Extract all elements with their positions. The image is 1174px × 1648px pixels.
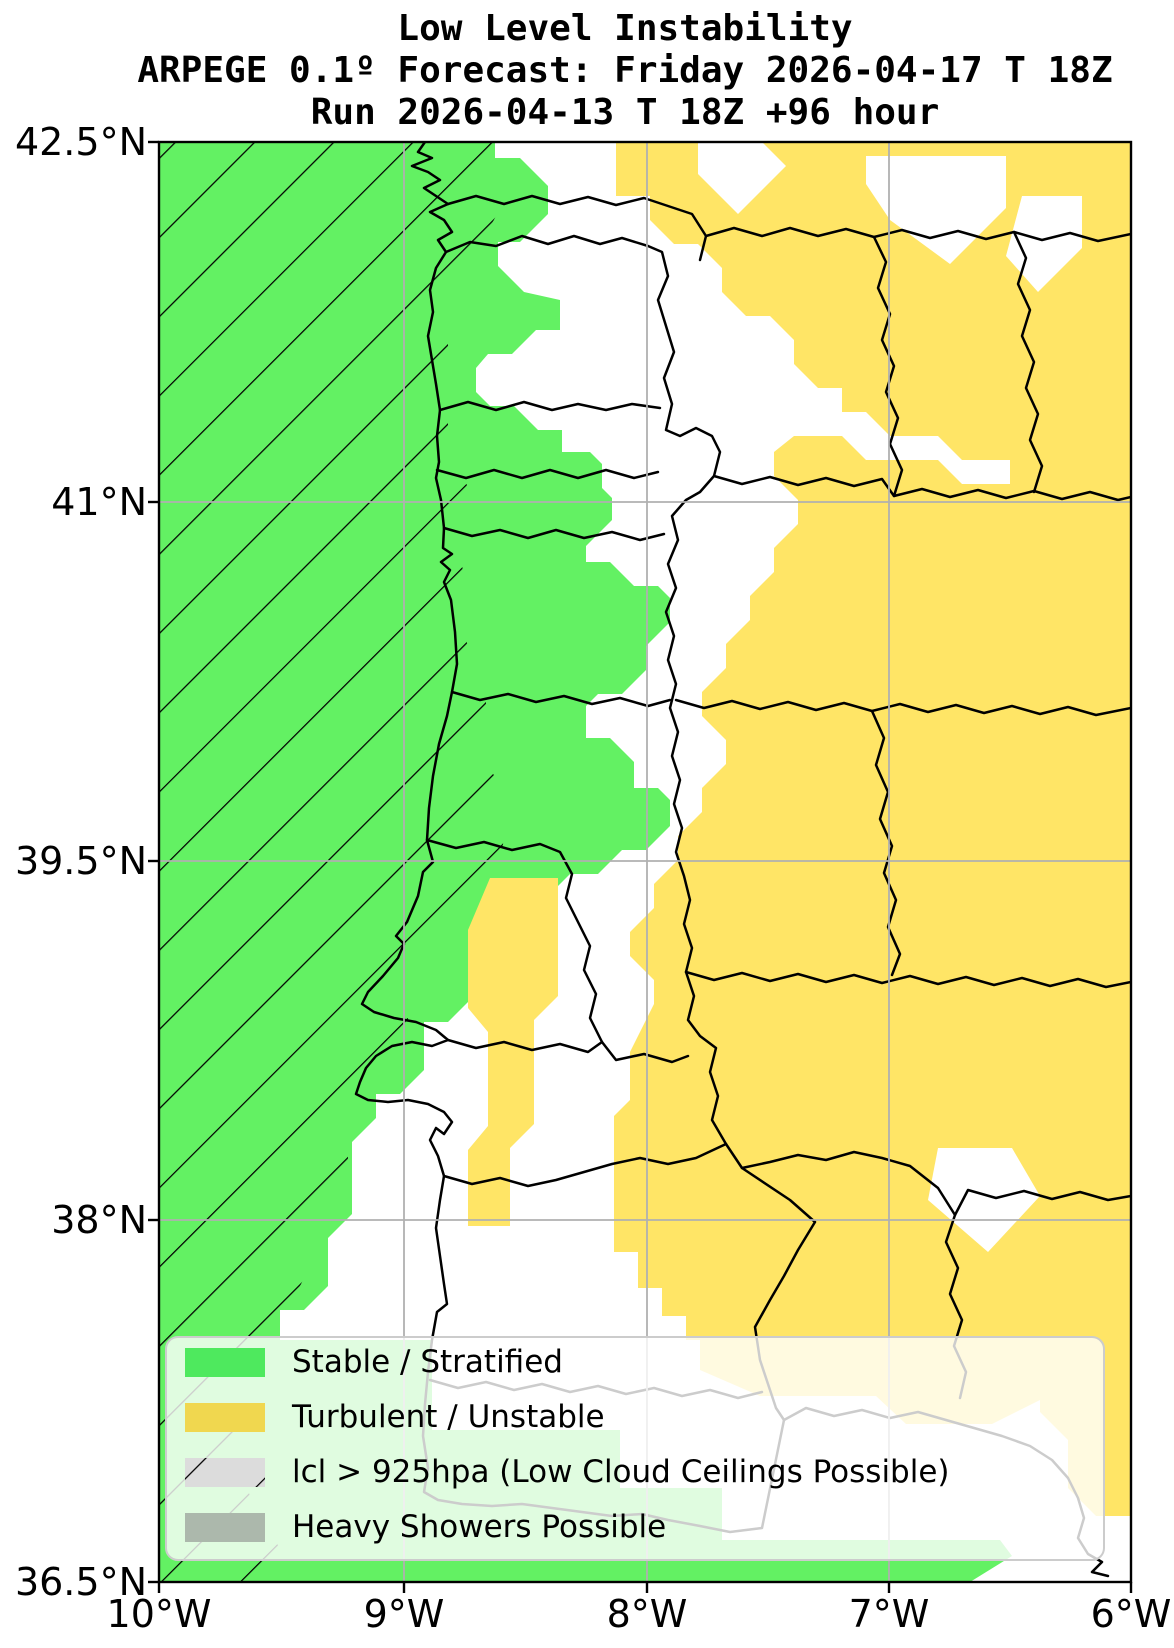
legend-label-lcl: lcl > 925hpa (Low Cloud Ceilings Possibl… [292, 1454, 950, 1490]
spain-line-cantabrian [704, 226, 1131, 243]
spain-line-duero [712, 474, 1131, 502]
spain-line-badajoz [684, 970, 1131, 989]
map-subtitle-forecast: ARPEGE 0.1º Forecast: Friday 2026-04-17 … [137, 50, 1113, 91]
district-line-minho [438, 400, 662, 412]
turbulent-region-north [616, 142, 1131, 508]
ytick-label-41n: 41°N [51, 480, 147, 524]
spain-line-galicia [446, 194, 708, 262]
legend-label-stable: Stable / Stratified [292, 1344, 563, 1380]
district-line-ribatejo [446, 1038, 690, 1064]
turbulent-strip-west [468, 878, 558, 1226]
legend-swatch-showers [185, 1513, 265, 1542]
turbulent-region-east [614, 436, 1131, 1340]
white-gap-2 [866, 156, 1006, 264]
ytick-label-39-5n: 39.5°N [14, 839, 147, 883]
ytick-label-38n: 38°N [51, 1198, 147, 1242]
axis-ticks [148, 140, 1133, 1593]
map-title: Low Level Instability [397, 8, 853, 49]
xtick-label-7w: 7°W [848, 1592, 930, 1636]
white-gap-3 [1006, 196, 1082, 292]
legend-swatch-turbulent [185, 1403, 265, 1432]
legend-label-turbulent: Turbulent / Unstable [292, 1399, 605, 1435]
xtick-label-9w: 9°W [363, 1592, 445, 1636]
xtick-label-10w: 10°W [106, 1592, 212, 1636]
district-line-estremadura [425, 838, 604, 1044]
district-line-beira [450, 690, 672, 708]
map-subtitle-run: Run 2026-04-13 T 18Z +96 hour [310, 92, 940, 133]
legend-box [165, 1336, 1105, 1561]
legend-label-showers: Heavy Showers Possible [292, 1509, 667, 1545]
xtick-label-6w: 6°W [1090, 1592, 1172, 1636]
xtick-label-8w: 8°W [606, 1592, 688, 1636]
district-line-beira-alta [442, 526, 666, 542]
legend-swatch-stable [185, 1348, 265, 1377]
district-line-alentejo [442, 1142, 728, 1188]
spain-line-caceres [674, 698, 1131, 717]
ytick-label-42-5n: 42.5°N [14, 120, 147, 164]
district-line-douro [435, 468, 660, 480]
spain-line-ne-vertical [1012, 230, 1044, 494]
spain-line-zamora [872, 235, 904, 498]
white-gap-1 [698, 142, 786, 214]
pt-es-border [444, 234, 817, 1422]
legend-swatch-lcl-hatch [185, 1458, 265, 1487]
ytick-label-36-5n: 36.5°N [14, 1560, 147, 1604]
spain-line-huelva [740, 1150, 1131, 1217]
spain-line-extremadura-vertical [870, 709, 902, 977]
white-gap-4 [928, 1148, 1040, 1252]
